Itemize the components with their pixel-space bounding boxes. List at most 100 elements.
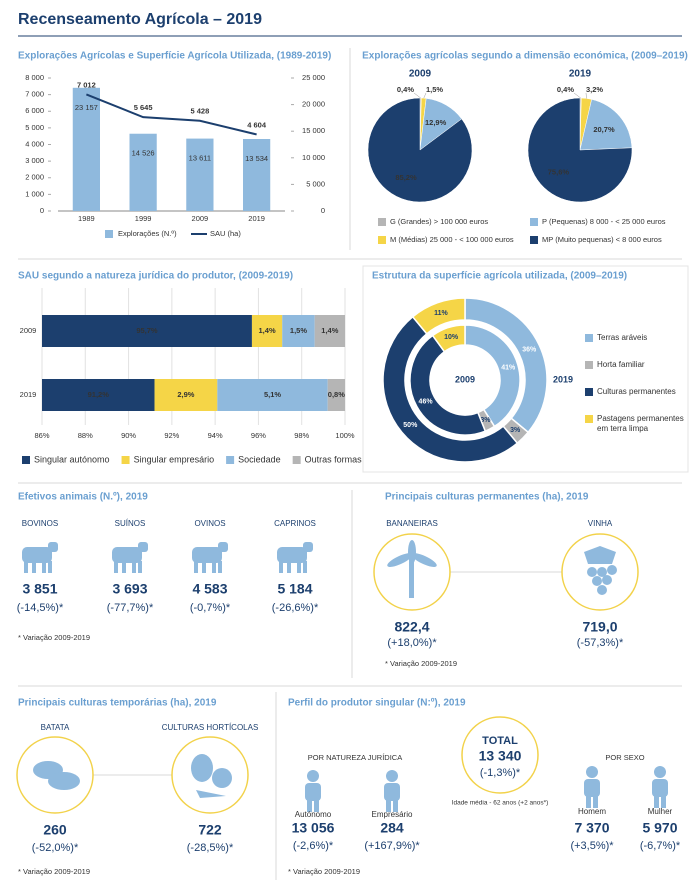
- bar-segment: [314, 315, 345, 347]
- legend-swatch: [22, 456, 30, 464]
- total-value: 13 340: [479, 748, 522, 764]
- leader: [423, 92, 427, 99]
- y-tick-label: 0: [40, 206, 44, 215]
- item-value: 722: [198, 822, 222, 838]
- section-title: Principais culturas temporárias (ha), 20…: [18, 698, 217, 709]
- segment-label: 5,1%: [264, 390, 281, 399]
- total-label: TOTAL: [482, 735, 518, 747]
- slice-label: 85,2%: [395, 173, 417, 182]
- legend-label: Outras formas: [305, 454, 363, 464]
- item-value: 4 583: [192, 581, 227, 597]
- item-value: 260: [43, 822, 67, 838]
- average-age: Idade média - 62 anos (+2 anos*): [452, 800, 549, 807]
- vegetables-icon: [191, 754, 232, 798]
- item-change: (-77,7%)*: [107, 602, 154, 614]
- segment-label: 41%: [501, 364, 516, 371]
- bar-label: 13 611: [189, 154, 211, 163]
- item-label: CULTURAS HORTÍCOLAS: [162, 723, 259, 732]
- segment-label: 3%: [510, 427, 521, 434]
- legend-swatch: [530, 218, 538, 226]
- woman-icon: [652, 766, 668, 808]
- line-label: 7 012: [77, 80, 96, 89]
- legend-label: P (Pequenas) 8 000 - < 25 000 euros: [542, 217, 666, 226]
- group-label: POR SEXO: [605, 753, 644, 762]
- item-value: 822,4: [394, 619, 429, 635]
- x-tick-label: 86%: [34, 431, 49, 440]
- bar: [243, 138, 271, 211]
- permanent-crops: BANANEIRAS 822,4 (+18,0%)* VINHA 719,0 (…: [373, 519, 639, 668]
- segment-label: 2,9%: [177, 390, 194, 399]
- y2-tick-label: 15 000: [302, 126, 325, 135]
- sheep-icon: [192, 542, 228, 573]
- goat-icon: [277, 542, 313, 573]
- segment-label: 50%: [403, 422, 418, 429]
- legend-label: Culturas permanentes: [597, 387, 676, 396]
- bar-segment: [251, 315, 283, 347]
- item-value: 3 851: [22, 581, 57, 597]
- x-tick-label: 88%: [78, 431, 93, 440]
- leader: [413, 92, 421, 99]
- legend-label: MP (Muito pequenas) < 8 000 euros: [542, 235, 662, 244]
- x-tick-label: 2019: [248, 214, 265, 223]
- bar-label: 23 157: [75, 103, 98, 112]
- item-value: 719,0: [582, 619, 617, 635]
- line-label: 5 428: [190, 107, 209, 116]
- x-tick-label: 1999: [135, 214, 152, 223]
- donut-segment: [382, 315, 519, 463]
- item-change: (-14,5%)*: [17, 602, 64, 614]
- bar-label: 14 526: [132, 149, 155, 158]
- animals: BOVINOS 3 851 (-14,5%)* SUÍNOS 3 693 (-7…: [17, 519, 319, 642]
- item-change: (+167,9%)*: [364, 840, 420, 852]
- pie-title: 2009: [409, 69, 432, 80]
- legend-label: Terras aráveis: [597, 333, 648, 342]
- x-tick-label: 96%: [251, 431, 266, 440]
- segment-label: 0,8%: [328, 390, 345, 399]
- total-change: (-1,3%)*: [480, 767, 521, 779]
- legend-label: Explorações (N.º): [118, 229, 177, 238]
- segment-label: 1,5%: [290, 326, 307, 335]
- slice-label: 0,4%: [557, 85, 574, 94]
- y2-tick-label: 5 000: [306, 179, 325, 188]
- item-label: SUÍNOS: [115, 519, 146, 528]
- leader: [585, 92, 587, 99]
- y-tick-label: 6 000: [25, 106, 44, 115]
- y2-tick-label: 25 000: [302, 73, 325, 82]
- item-change: (-28,5%)*: [187, 842, 234, 854]
- legend-swatch: [378, 218, 386, 226]
- x-tick-label: 2009: [192, 214, 209, 223]
- panel-border: [362, 265, 689, 473]
- segment-label: 3%: [480, 417, 491, 424]
- legend-swatch: [585, 388, 593, 396]
- donut-segment: [431, 324, 466, 353]
- note: * Variação 2009-2019: [18, 633, 90, 642]
- ring-name: 2019: [553, 374, 573, 384]
- y2-tick-label: 10 000: [302, 153, 325, 162]
- item-value: 284: [380, 820, 404, 836]
- temporary-crops: BATATA 260 (-52,0%)* CULTURAS HORTÍCOLAS…: [16, 723, 259, 876]
- item-label: BANANEIRAS: [386, 519, 438, 528]
- legend-label: Horta familiar: [597, 360, 645, 369]
- slice-label: 0,4%: [397, 85, 414, 94]
- person-icon: [384, 770, 400, 812]
- chart-title: Explorações agrícolas segundo a dimensão…: [362, 51, 688, 62]
- y-tick-label: 2019: [20, 390, 37, 399]
- x-tick-label: 100%: [335, 431, 355, 440]
- line: [86, 93, 257, 136]
- y2-tick-label: 0: [321, 206, 325, 215]
- chart-title: Estrutura da superfície agrícola utiliza…: [372, 271, 627, 282]
- item-label: Homem: [578, 807, 606, 816]
- item-label: BATATA: [41, 723, 70, 732]
- item-value: 5 970: [642, 820, 677, 836]
- bar-segment: [154, 379, 218, 411]
- legend-swatch: [585, 334, 593, 342]
- pie-slice: [527, 97, 633, 203]
- y-tick-label: 1 000: [25, 189, 44, 198]
- segment-label: 1,4%: [259, 326, 276, 335]
- pie-slice: [579, 99, 633, 151]
- legend-label-text: Terras aráveis: [597, 333, 648, 342]
- leader: [573, 92, 581, 99]
- line-label: 4 604: [247, 120, 267, 129]
- item-label: VINHA: [588, 519, 613, 528]
- total-ring: [461, 716, 539, 794]
